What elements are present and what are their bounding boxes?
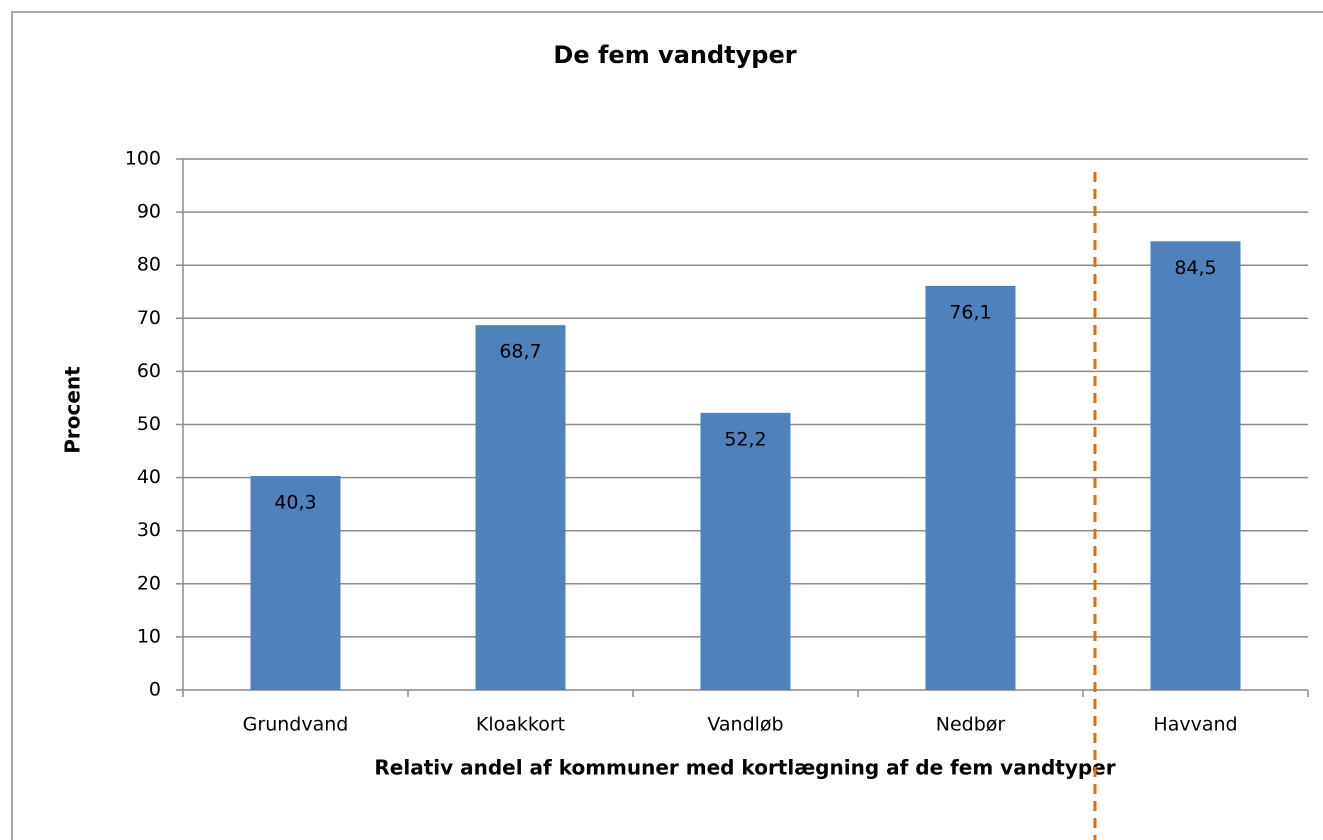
data-label: 68,7 xyxy=(499,341,541,363)
chart-frame xyxy=(11,11,1323,840)
y-tick-label: 60 xyxy=(137,360,161,382)
bar xyxy=(475,325,566,690)
x-axis-title: Relativ andel af kommuner med kortlægnin… xyxy=(374,756,1115,780)
data-label: 52,2 xyxy=(724,428,766,450)
x-tick-label: Vandløb xyxy=(707,714,783,736)
bar xyxy=(250,476,341,690)
y-tick-label: 70 xyxy=(137,307,161,329)
chart-title: De fem vandtyper xyxy=(553,41,796,69)
y-tick-label: 10 xyxy=(137,625,161,647)
y-tick-label: 30 xyxy=(137,519,161,541)
x-tick-label: Havvand xyxy=(1153,714,1237,736)
data-label: 40,3 xyxy=(274,492,316,514)
y-axis-title: Procent xyxy=(61,366,85,454)
x-tick-label: Kloakkort xyxy=(476,714,565,736)
bar xyxy=(925,285,1016,690)
y-tick-label: 40 xyxy=(137,466,161,488)
x-tick-label: Grundvand xyxy=(243,714,349,736)
y-tick-label: 90 xyxy=(137,201,161,223)
y-tick-label: 20 xyxy=(137,572,161,594)
bar xyxy=(700,412,791,690)
y-tick-label: 80 xyxy=(137,254,161,276)
x-tick-label: Nedbør xyxy=(936,714,1006,736)
y-tick-label: 0 xyxy=(149,679,161,701)
y-tick-label: 50 xyxy=(137,413,161,435)
bar xyxy=(1150,241,1241,690)
data-label: 76,1 xyxy=(949,301,991,323)
data-label: 84,5 xyxy=(1174,257,1216,279)
y-tick-label: 100 xyxy=(125,148,161,170)
